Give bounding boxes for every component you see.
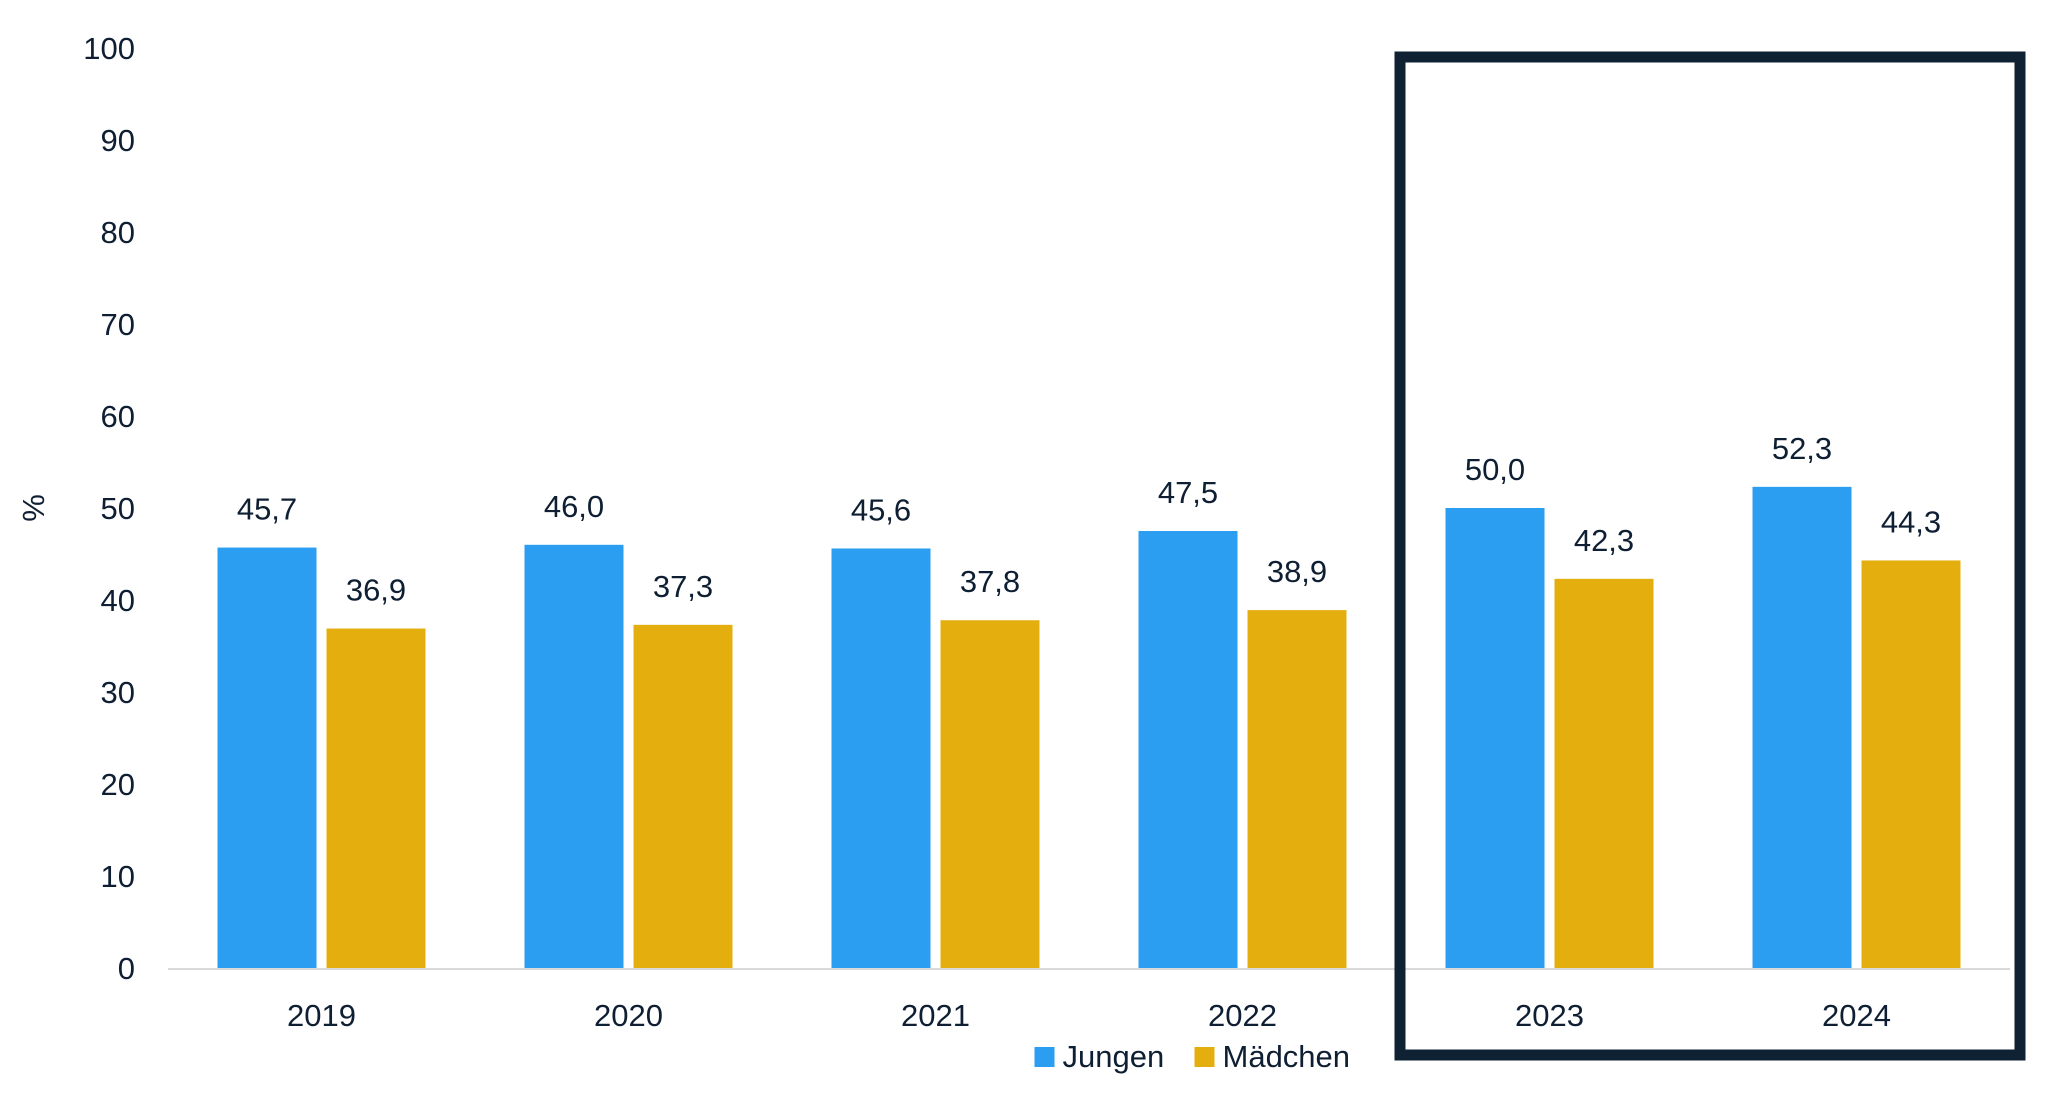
x-tick-label: 2022 (1208, 998, 1277, 1033)
data-labels: 45,7 36,9 46,0 37,3 45,6 37,8 47,5 38,9 50,0 42,3… (237, 431, 1941, 608)
y-axis-label: % (16, 494, 51, 522)
bar-jungen-2021 (831, 548, 931, 968)
y-tick-label: 50 (101, 491, 135, 526)
bar-jungen-2022 (1138, 531, 1238, 968)
y-tick-label: 60 (101, 399, 135, 434)
y-tick-label: 20 (101, 767, 135, 802)
data-label: 36,9 (346, 573, 406, 608)
bar-m-dchen-2020 (633, 624, 733, 968)
data-label: 45,7 (237, 492, 297, 527)
data-label: 45,6 (851, 492, 911, 527)
legend-swatch (1034, 1047, 1055, 1067)
legend-label: Jungen (1063, 1039, 1165, 1074)
data-label: 38,9 (1267, 554, 1327, 589)
bar-jungen-2019 (217, 547, 317, 968)
y-tick-label: 90 (101, 123, 135, 158)
x-axis: 2019 2020 2021 2022 2023 2024 (168, 968, 2010, 1033)
bar-m-dchen-2022 (1247, 610, 1347, 968)
bar-m-dchen-2021 (940, 620, 1040, 968)
bar-jungen-2024 (1752, 486, 1852, 968)
bar-jungen-2023 (1445, 508, 1545, 968)
data-label: 50,0 (1465, 452, 1525, 487)
y-tick-label: 100 (83, 31, 135, 66)
x-tick-label: 2024 (1822, 998, 1891, 1033)
y-tick-label: 30 (101, 675, 135, 710)
data-label: 37,3 (653, 569, 713, 604)
data-label: 44,3 (1881, 504, 1941, 539)
bar-m-dchen-2024 (1861, 560, 1961, 968)
y-axis: 0 10 20 30 40 50 60 70 80 90 100 (83, 31, 135, 986)
bar-jungen-2020 (524, 544, 624, 968)
bar-m-dchen-2023 (1554, 578, 1654, 968)
data-label: 46,0 (544, 489, 604, 524)
legend-swatch (1194, 1047, 1215, 1067)
x-tick-label: 2020 (594, 998, 663, 1033)
x-tick-label: 2021 (901, 998, 970, 1033)
data-label: 52,3 (1772, 431, 1832, 466)
data-label: 37,8 (960, 564, 1020, 599)
y-tick-label: 40 (101, 583, 135, 618)
y-tick-label: 70 (101, 307, 135, 342)
y-tick-label: 0 (118, 951, 135, 986)
bar-m-dchen-2019 (326, 628, 426, 968)
highlight-frame (1394, 51, 2026, 1061)
data-label: 42,3 (1574, 523, 1634, 558)
legend-label: Mädchen (1223, 1039, 1351, 1074)
x-tick-label: 2023 (1515, 998, 1584, 1033)
bars (217, 486, 1961, 968)
legend: Jungen Mädchen (1034, 1039, 1351, 1074)
y-tick-label: 80 (101, 215, 135, 250)
data-label: 47,5 (1158, 475, 1218, 510)
y-tick-label: 10 (101, 859, 135, 894)
x-tick-label: 2019 (287, 998, 356, 1033)
